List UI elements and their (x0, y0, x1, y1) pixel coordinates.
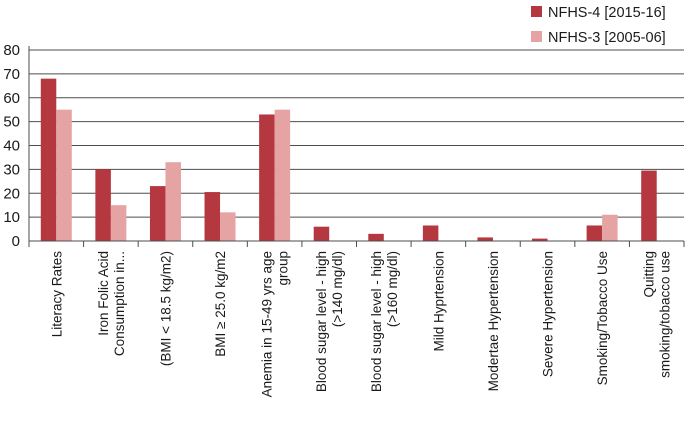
x-tick-label: (BMI < 18.5 kg/m2) (158, 251, 173, 366)
x-tick-label: Blood sugar level - high (314, 251, 329, 392)
x-tick-label: Literacy Rates (49, 251, 64, 338)
bar-nfhs3-2 (165, 162, 181, 241)
legend: NFHS-4 [2015-16] NFHS-3 [2005-06] (531, 5, 666, 46)
y-tick-label: 80 (3, 42, 20, 59)
legend-swatch-nfhs3 (531, 31, 542, 42)
x-tick-label: smoking/tobacco use (658, 251, 673, 378)
bars (40, 78, 657, 242)
x-tick-label: group (276, 251, 291, 286)
bar-nfhs4-11 (641, 170, 657, 241)
bar-nfhs4-9 (532, 238, 548, 241)
bar-nfhs4-7 (422, 225, 439, 241)
x-tick-label: Iron Folic Acid (96, 251, 111, 336)
legend-swatch-nfhs4 (531, 6, 542, 17)
bar-nfhs3-4 (274, 109, 291, 241)
x-tick-label: Consumption in... (112, 251, 127, 356)
y-tick-label: 0 (12, 233, 20, 250)
bar-nfhs4-3 (204, 192, 221, 241)
legend-label-nfhs4: NFHS-4 [2015-16] (548, 5, 666, 21)
bar-nfhs4-6 (368, 233, 384, 241)
bar-nfhs3-10 (602, 214, 618, 241)
x-tick-label: Severe Hypertension (541, 251, 556, 377)
bar-nfhs4-8 (477, 237, 493, 241)
bar-nfhs3-3 (220, 212, 236, 241)
x-tick-label: Blood sugar level - high (369, 251, 384, 392)
x-tick-label: Anemia in 15-49 yrs age (260, 251, 275, 397)
y-tick-label: 70 (3, 66, 20, 83)
legend-label-nfhs3: NFHS-3 [2005-06] (548, 30, 666, 46)
x-tick-label: Mild Hyprtension (431, 251, 446, 352)
x-tick-label: Quitting (642, 251, 657, 298)
y-tick-label: 30 (3, 161, 20, 178)
axes (28, 46, 685, 247)
y-tick-label: 50 (3, 114, 20, 131)
bar-nfhs4-4 (259, 114, 275, 241)
bar-nfhs4-10 (586, 225, 603, 241)
x-tick-label: Modertae Hypertension (486, 251, 501, 391)
x-tick-labels: Literacy Rates Iron Folic Acid Consumption… (49, 251, 672, 398)
bar-nfhs3-0 (56, 109, 72, 241)
gridlines (29, 49, 684, 218)
y-tick-label: 60 (3, 90, 20, 107)
y-tick-labels: 0 10 20 30 40 50 60 70 80 (3, 42, 20, 250)
bar-nfhs4-0 (40, 78, 57, 242)
y-tick-label: 20 (3, 185, 20, 202)
bar-nfhs4-5 (313, 226, 330, 241)
y-tick-label: 10 (3, 209, 20, 226)
y-tick-label: 40 (3, 138, 20, 155)
x-tick-label: (>140 mg/dl) (330, 251, 345, 327)
bar-nfhs4-2 (149, 186, 166, 241)
bar-nfhs3-1 (110, 205, 127, 241)
x-tick-label: (>160 mg/dl) (385, 251, 400, 327)
x-tick-label: BMI ≥ 25.0 kg/m2 (213, 251, 228, 357)
x-tick-label: Smoking/Tobacco Use (595, 251, 610, 385)
bar-nfhs4-1 (95, 169, 111, 241)
